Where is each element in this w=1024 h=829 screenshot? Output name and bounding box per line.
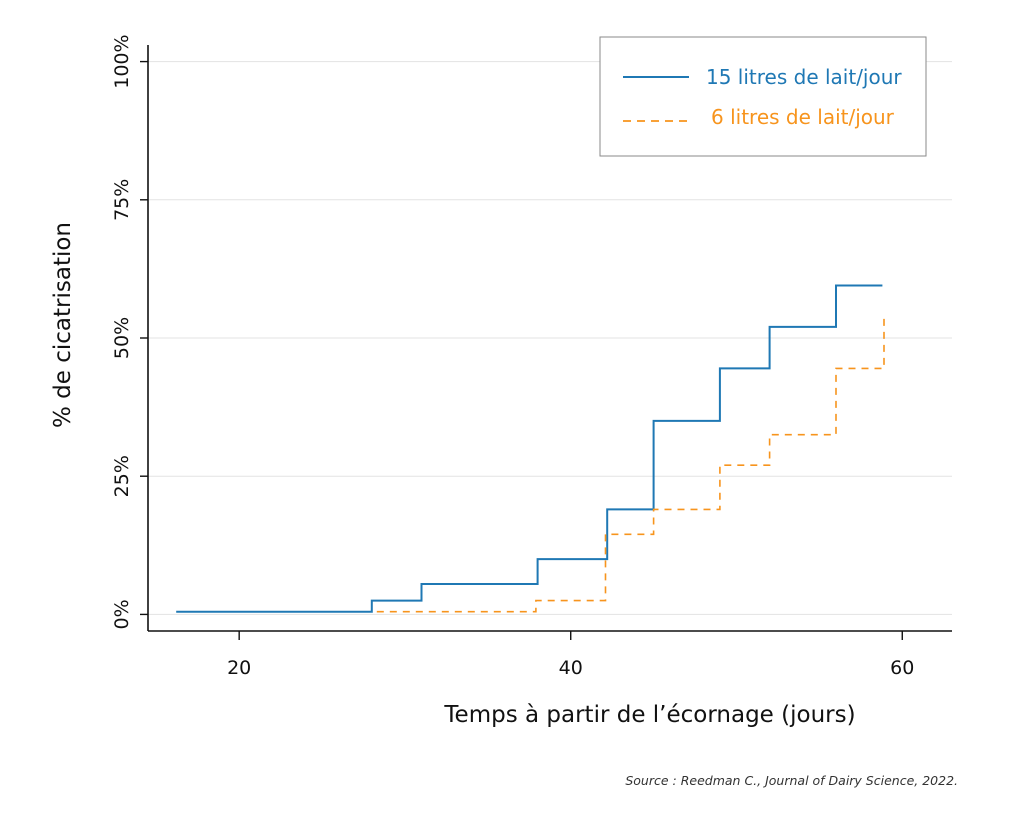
legend: 15 litres de lait/jour 6 litres de lait/… — [599, 36, 927, 157]
legend-label-15-litres: 15 litres de lait/jour — [706, 65, 902, 89]
legend-label-6-litres: 6 litres de lait/jour — [711, 105, 895, 129]
series-line-0 — [176, 284, 883, 613]
tick-marks-and-labels: 0% 25% 50% 75% 100% 20 40 60 — [111, 34, 914, 679]
gridlines — [148, 61, 952, 615]
y-tick-label-0: 0% — [111, 599, 133, 629]
x-tick-label-1: 40 — [559, 657, 583, 679]
legend-box — [599, 36, 927, 157]
y-tick-label-3: 75% — [111, 179, 133, 221]
source-note: Source : Reedman C., Journal of Dairy Sc… — [625, 773, 958, 788]
y-tick-label-2: 50% — [111, 317, 133, 359]
y-tick-label-1: 25% — [111, 455, 133, 497]
series-lines — [176, 284, 885, 613]
x-tick-label-0: 20 — [227, 657, 251, 679]
x-tick-label-2: 60 — [890, 657, 914, 679]
x-axis-title: Temps à partir de l’écornage (jours) — [443, 702, 855, 728]
y-axis-title: % de cicatrisation — [50, 222, 76, 428]
y-tick-label-4: 100% — [111, 34, 133, 88]
series-line-1 — [376, 315, 885, 613]
